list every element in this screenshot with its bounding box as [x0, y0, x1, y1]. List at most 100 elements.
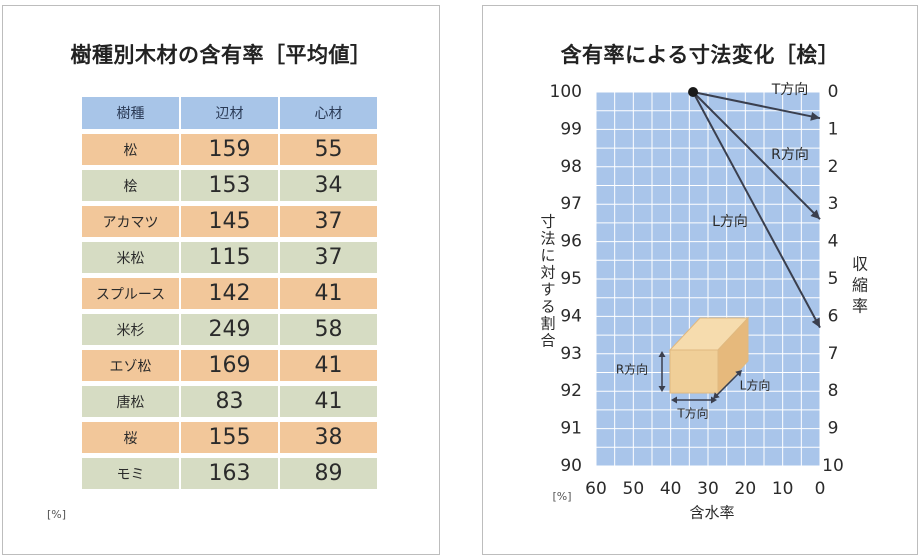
x-tick-label: 20 [735, 479, 757, 499]
y-axis-label-left-char: る [540, 298, 555, 316]
heartwood-cell: 38 [278, 422, 377, 453]
table-row: 松 159 55 [82, 134, 377, 165]
y-axis-label-left-char: 法 [540, 230, 555, 248]
y-axis-label-left-char: に [540, 247, 555, 265]
y-tick-label-left: 92 [560, 381, 582, 401]
y-tick-label-right: 2 [828, 157, 839, 177]
species-cell: 桜 [82, 422, 179, 453]
y-tick-label-right: 8 [828, 381, 839, 401]
x-tick-label: 50 [623, 479, 645, 499]
series-arrowhead [810, 111, 820, 121]
table-row: 米杉 249 58 [82, 314, 377, 345]
l-direction-arrowhead [735, 370, 742, 377]
heartwood-cell: 89 [278, 458, 377, 489]
table-row: 桧 153 34 [82, 170, 377, 201]
sapwood-cell: 249 [179, 314, 278, 345]
y-tick-label-left: 97 [560, 194, 582, 214]
species-cell: 米杉 [82, 314, 179, 345]
y-axis-label-right-char: 縮 [852, 276, 868, 295]
y-tick-label-right: 7 [828, 344, 839, 364]
chart-unit-label: [%] [552, 490, 571, 503]
series-line [692, 91, 821, 120]
table-header-row: 樹種 辺材 心材 [82, 97, 377, 129]
sapwood-cell: 153 [179, 170, 278, 201]
heartwood-cell: 41 [278, 386, 377, 417]
species-cell: 唐松 [82, 386, 179, 417]
wood-block-side [717, 316, 749, 395]
start-point-dot [688, 87, 699, 97]
y-tick-label-left: 96 [560, 232, 582, 252]
x-tick-label: 30 [697, 479, 719, 499]
x-tick-label: 10 [772, 479, 794, 499]
heartwood-cell: 41 [278, 278, 377, 309]
heartwood-cell: 34 [278, 170, 377, 201]
wood-content-table: 樹種 辺材 心材 松 159 55 桧 153 34 アカマツ 145 37 米松 115 37 スプル… [82, 92, 377, 494]
sapwood-cell: 145 [179, 206, 278, 237]
table-title: 樹種別木材の含有率［平均値］ [70, 43, 372, 67]
table-row: 桜 155 38 [82, 422, 377, 453]
sapwood-cell: 155 [179, 422, 278, 453]
y-axis-label-left-char: す [540, 281, 555, 299]
y-axis-label-right-char: 収 [852, 255, 868, 274]
table-row: 米松 115 37 [82, 242, 377, 273]
y-tick-label-right: 0 [828, 82, 839, 102]
l-direction-label: L方向 [740, 378, 771, 393]
y-tick-label-right: 1 [828, 119, 839, 139]
species-cell: スプルース [82, 278, 179, 309]
series-line [692, 91, 821, 329]
y-tick-label-right: 6 [828, 306, 839, 326]
table-row: スプルース 142 41 [82, 278, 377, 309]
sapwood-cell: 83 [179, 386, 278, 417]
y-tick-label-right: 3 [828, 194, 839, 214]
sapwood-cell: 159 [179, 134, 278, 165]
y-tick-label-left: 98 [560, 157, 582, 177]
y-tick-label-left: 100 [550, 82, 582, 102]
y-axis-label-left-char: 対 [540, 264, 555, 282]
table-row: モミ 163 89 [82, 458, 377, 489]
y-tick-label-right: 4 [828, 232, 839, 252]
heartwood-cell: 58 [278, 314, 377, 345]
x-axis-label: 含水率 [689, 504, 734, 522]
series-label: R方向 [771, 147, 809, 163]
y-tick-label-left: 94 [560, 306, 582, 326]
table-unit-label: [%] [47, 508, 67, 521]
heartwood-cell: 55 [278, 134, 377, 165]
x-tick-label: 0 [815, 479, 826, 499]
r-direction-label: R方向 [616, 362, 648, 377]
sapwood-cell: 142 [179, 278, 278, 309]
series-line [692, 91, 821, 220]
l-direction-arrow [714, 371, 741, 398]
header-heartwood: 心材 [278, 97, 377, 129]
y-tick-label-right: 10 [822, 456, 844, 476]
series-arrowhead [810, 209, 820, 220]
y-tick-label-left: 95 [560, 269, 582, 289]
y-tick-label-left: 90 [560, 456, 582, 476]
y-axis-label-left-char: 合 [540, 332, 555, 350]
table-row: アカマツ 145 37 [82, 206, 377, 237]
y-tick-label-left: 99 [560, 119, 582, 139]
species-cell: 桧 [82, 170, 179, 201]
species-cell: エゾ松 [82, 350, 179, 381]
sapwood-cell: 115 [179, 242, 278, 273]
r-direction-arrowhead [658, 386, 666, 392]
r-direction-arrowhead [658, 351, 666, 357]
x-tick-label: 60 [585, 479, 607, 499]
y-tick-label-right: 9 [828, 419, 839, 439]
x-tick-label: 40 [660, 479, 682, 499]
y-tick-label-left: 93 [560, 344, 582, 364]
series-label: L方向 [712, 214, 748, 230]
sapwood-cell: 163 [179, 458, 278, 489]
table-row: 唐松 83 41 [82, 386, 377, 417]
y-tick-label-left: 91 [560, 419, 582, 439]
series-arrowhead [811, 317, 820, 328]
sapwood-cell: 169 [179, 350, 278, 381]
chart-title: 含有率による寸法変化［桧］ [560, 43, 840, 67]
species-cell: モミ [82, 458, 179, 489]
y-axis-label-left-char: 割 [540, 315, 555, 333]
heartwood-cell: 41 [278, 350, 377, 381]
y-axis-label-right-char: 率 [852, 297, 868, 316]
t-direction-label: T方向 [676, 406, 708, 421]
heartwood-cell: 37 [278, 206, 377, 237]
species-cell: アカマツ [82, 206, 179, 237]
